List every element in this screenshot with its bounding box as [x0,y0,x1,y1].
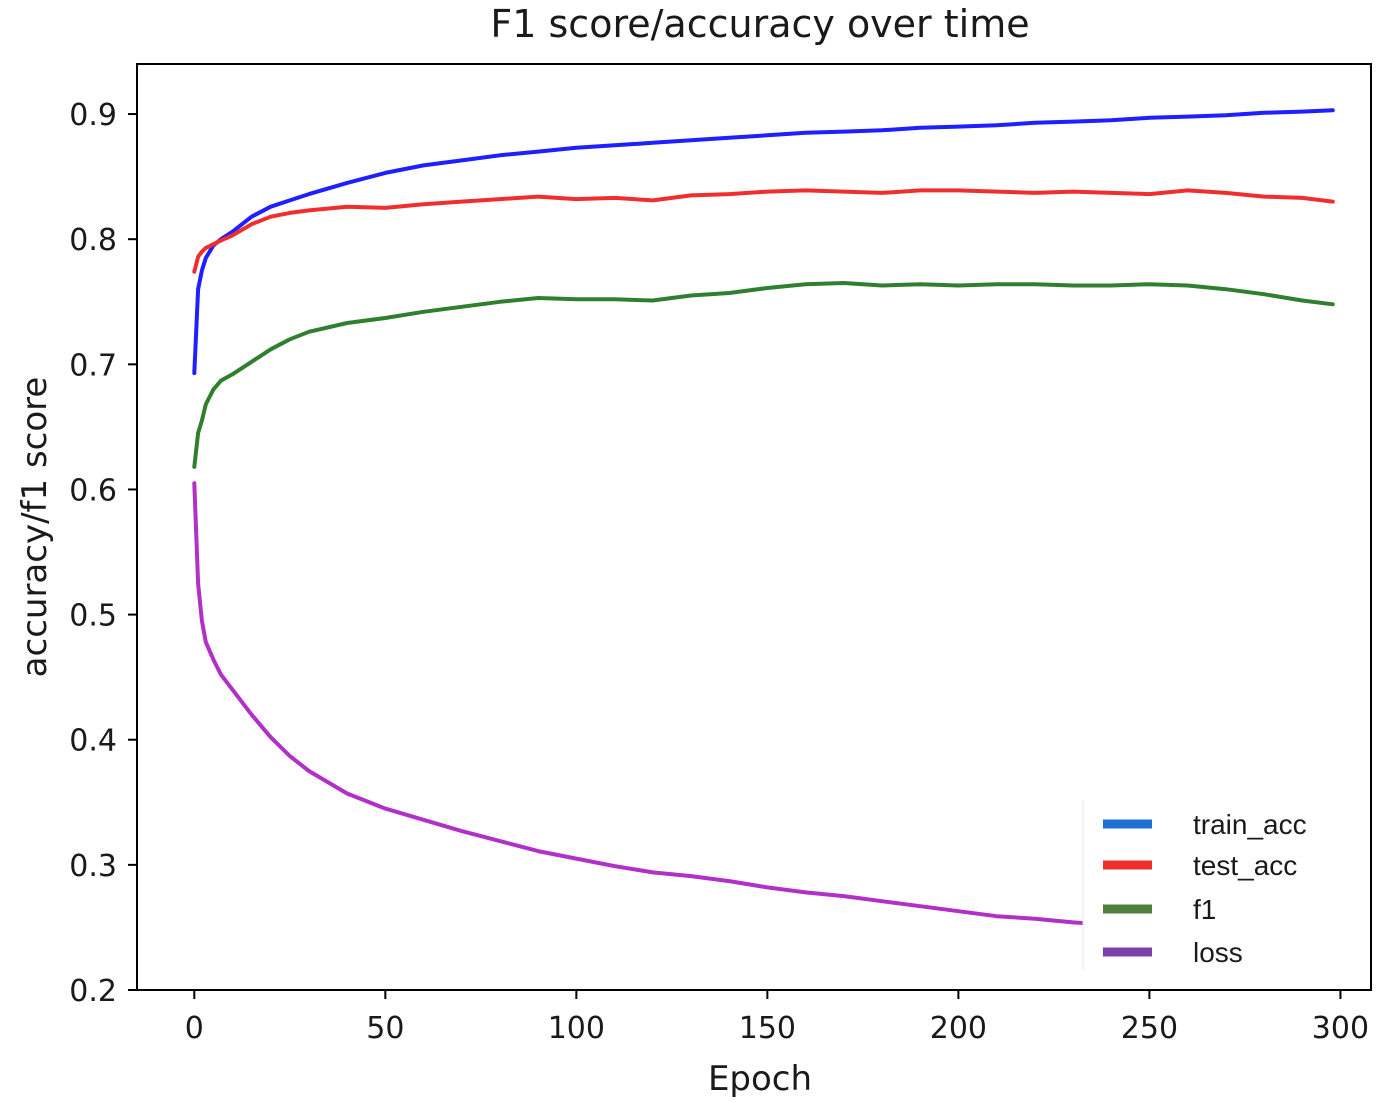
x-tick-label: 200 [930,1011,987,1046]
y-tick-label: 0.7 [69,348,117,383]
legend-label-f1: f1 [1193,894,1216,925]
x-axis: 0 50 100 150 200 250 300 [185,990,1369,1046]
x-tick-label: 100 [548,1011,605,1046]
y-tick-label: 0.3 [69,849,117,884]
y-tick-label: 0.2 [69,974,117,1009]
series-line-f1 [192,281,1335,469]
y-tick-label: 0.9 [69,98,117,133]
y-tick-label: 0.5 [69,599,117,634]
x-tick-label: 300 [1312,1011,1369,1046]
legend: train_acc test_acc f1 loss [1082,800,1369,970]
plot-area-frame [136,63,1372,991]
legend-label-loss: loss [1193,937,1243,968]
y-tick-label: 0.8 [69,223,117,258]
y-axis: 0.2 0.3 0.4 0.5 0.6 0.7 0.8 0.9 [69,98,137,1009]
x-tick-label: 0 [185,1011,204,1046]
x-tick-label: 50 [366,1011,404,1046]
legend-label-train-acc: train_acc [1193,809,1307,840]
legend-label-test-acc: test_acc [1193,850,1297,881]
series-line-train-acc [192,108,1335,376]
series-line-test-acc [192,188,1335,274]
x-tick-label: 150 [739,1011,796,1046]
x-tick-label: 250 [1121,1011,1178,1046]
y-axis-label: accuracy/f1 score [15,377,55,678]
x-axis-label: Epoch [708,1059,812,1099]
chart-title: F1 score/accuracy over time [490,2,1029,46]
y-tick-label: 0.4 [69,724,117,759]
y-tick-label: 0.6 [69,473,117,508]
